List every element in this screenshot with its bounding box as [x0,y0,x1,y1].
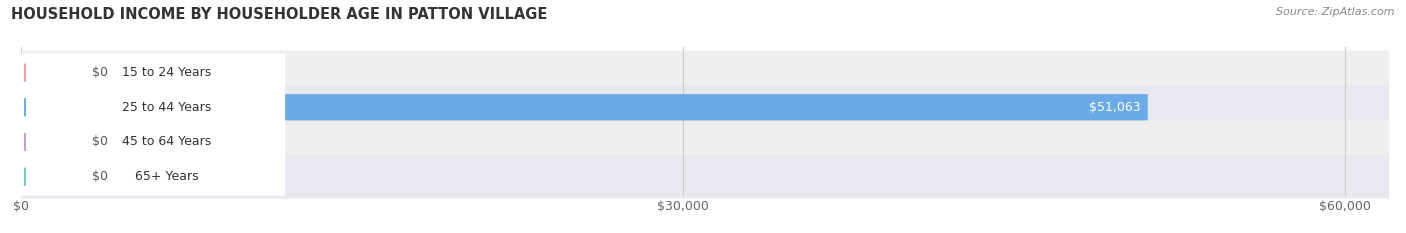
FancyBboxPatch shape [21,164,76,190]
Text: $0: $0 [93,66,108,79]
FancyBboxPatch shape [4,158,285,196]
FancyBboxPatch shape [21,51,1389,95]
FancyBboxPatch shape [21,94,1147,120]
FancyBboxPatch shape [4,54,285,92]
FancyBboxPatch shape [21,120,1389,164]
FancyBboxPatch shape [4,123,285,161]
FancyBboxPatch shape [21,129,76,155]
Text: $0: $0 [93,170,108,183]
Text: $0: $0 [93,135,108,148]
Text: Source: ZipAtlas.com: Source: ZipAtlas.com [1277,7,1395,17]
FancyBboxPatch shape [21,59,76,86]
Text: 25 to 44 Years: 25 to 44 Years [122,101,211,114]
Text: 65+ Years: 65+ Years [135,170,198,183]
Text: $51,063: $51,063 [1090,101,1140,114]
FancyBboxPatch shape [21,155,1389,199]
FancyBboxPatch shape [21,85,1389,129]
FancyBboxPatch shape [4,88,285,126]
Text: 45 to 64 Years: 45 to 64 Years [122,135,211,148]
Text: 15 to 24 Years: 15 to 24 Years [122,66,211,79]
Text: HOUSEHOLD INCOME BY HOUSEHOLDER AGE IN PATTON VILLAGE: HOUSEHOLD INCOME BY HOUSEHOLDER AGE IN P… [11,7,547,22]
